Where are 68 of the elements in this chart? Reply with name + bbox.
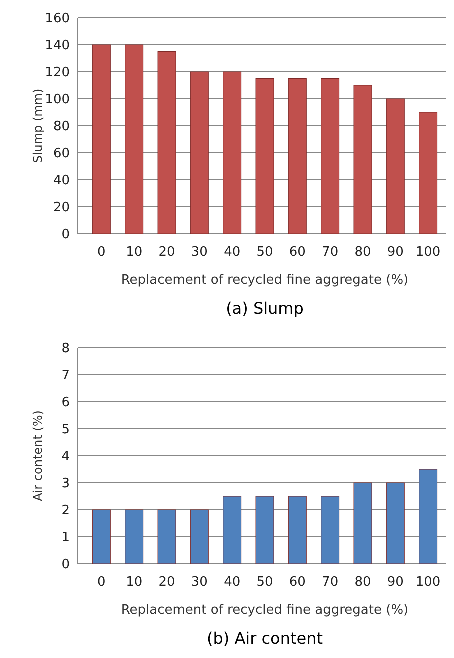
- x-tick-label: 60: [289, 575, 306, 590]
- x-tick-label: 10: [126, 245, 143, 260]
- x-axis-title: Replacement of recycled fine aggregate (%): [121, 603, 409, 618]
- bar: [125, 510, 144, 564]
- bar: [158, 510, 176, 564]
- y-axis-title: Air content (%): [31, 410, 45, 502]
- x-tick-label: 30: [191, 575, 208, 590]
- x-tick-label: 20: [158, 245, 176, 260]
- x-tick-label: 20: [158, 575, 176, 590]
- bar: [190, 510, 209, 564]
- x-tick-label: 40: [224, 575, 241, 590]
- bar: [190, 72, 209, 234]
- x-tick-label: 40: [224, 245, 241, 260]
- y-tick-label: 3: [62, 476, 70, 492]
- bar: [288, 496, 307, 564]
- bar: [256, 78, 274, 234]
- y-tick-label: 40: [53, 174, 70, 189]
- x-tick-label: 90: [387, 575, 404, 590]
- bar: [125, 44, 144, 234]
- y-tick-label: 0: [62, 558, 70, 573]
- y-tick-label: 160: [45, 12, 70, 27]
- bar: [321, 496, 340, 564]
- x-tick-label: 0: [98, 575, 106, 590]
- bar: [386, 482, 405, 564]
- bar: [92, 510, 111, 564]
- x-tick-label: 0: [98, 245, 106, 260]
- bar: [354, 85, 372, 234]
- x-tick-label: 10: [126, 575, 143, 590]
- y-tick-label: 100: [45, 92, 70, 108]
- y-tick-label: 20: [53, 200, 70, 216]
- y-tick-label: 120: [45, 66, 70, 81]
- x-tick-label: 80: [354, 575, 372, 590]
- x-tick-label: 90: [387, 245, 404, 260]
- x-tick-label: 30: [191, 245, 208, 260]
- x-tick-label: 80: [354, 245, 372, 260]
- bar: [419, 112, 438, 234]
- bar: [354, 482, 372, 564]
- x-axis-title: Replacement of recycled fine aggregate (%): [121, 273, 409, 288]
- y-tick-label: 2: [62, 504, 70, 519]
- bar: [223, 72, 242, 234]
- x-tick-label: 50: [256, 245, 274, 260]
- y-tick-label: 5: [62, 422, 70, 438]
- y-tick-label: 6: [62, 396, 70, 411]
- bar: [256, 496, 274, 564]
- y-tick-label: 0: [62, 228, 70, 243]
- x-tick-label: 60: [289, 245, 306, 260]
- x-tick-label: 100: [416, 245, 441, 260]
- y-tick-label: 4: [62, 450, 70, 465]
- bar: [92, 44, 111, 234]
- bar: [419, 469, 438, 564]
- bar: [288, 78, 307, 234]
- y-tick-label: 7: [62, 368, 70, 384]
- bar: [386, 98, 405, 234]
- x-tick-label: 70: [322, 575, 339, 590]
- y-tick-label: 140: [45, 38, 70, 54]
- x-tick-label: 100: [416, 575, 441, 590]
- y-tick-label: 1: [62, 530, 70, 546]
- bar: [223, 496, 242, 564]
- y-tick-label: 8: [62, 342, 70, 357]
- text: (b) Air content: [206, 629, 324, 648]
- text: (a) Slump: [226, 299, 304, 318]
- x-tick-label: 50: [256, 575, 274, 590]
- y-tick-label: 80: [53, 120, 70, 135]
- bar: [158, 52, 176, 234]
- bar: [321, 78, 340, 234]
- y-tick-label: 60: [53, 146, 70, 162]
- x-tick-label: 70: [322, 245, 339, 260]
- y-axis-title: Slump (mm): [31, 88, 45, 164]
